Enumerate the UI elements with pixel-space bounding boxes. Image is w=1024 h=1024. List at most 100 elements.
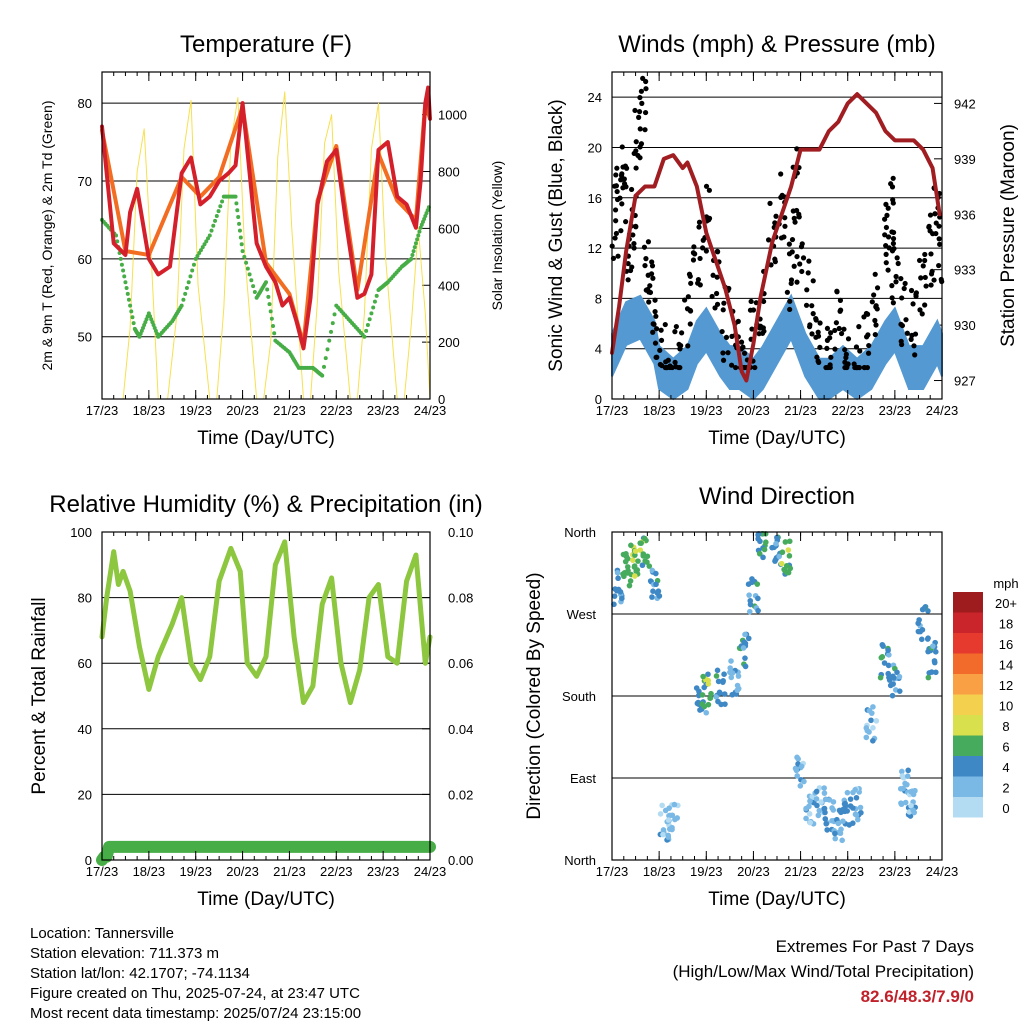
gust-point: [803, 302, 810, 308]
direction-point: [910, 807, 917, 814]
dewpoint-point: [362, 334, 367, 339]
direction-point: [915, 620, 921, 627]
x-tick-label: 19/23: [690, 864, 723, 879]
gust-point: [691, 244, 697, 250]
x-tick-label: 23/23: [879, 403, 912, 418]
dewpoint-point: [247, 272, 252, 277]
gust-point: [828, 354, 834, 360]
gust-point: [856, 364, 863, 371]
gust-point: [712, 305, 718, 311]
dewpoint-point: [416, 233, 421, 238]
gust-point: [885, 205, 891, 211]
direction-point: [829, 805, 835, 811]
y-tick-label: 70: [78, 174, 92, 189]
dewpoint-point: [268, 309, 273, 314]
gust-point: [798, 244, 805, 250]
direction-point: [720, 679, 726, 685]
gust-point: [903, 317, 909, 323]
direction-point: [742, 631, 748, 638]
gust-point: [856, 324, 862, 330]
gust-point: [720, 307, 726, 313]
gust-point: [828, 330, 834, 336]
direction-point: [757, 538, 763, 545]
y-right-tick-label: 939: [954, 152, 976, 167]
x-tick-label: 17/23: [86, 864, 119, 879]
direction-point: [870, 725, 876, 731]
direction-point: [899, 768, 905, 775]
temperature-title: Temperature (F): [180, 31, 352, 58]
gust-point: [865, 332, 871, 338]
gust-point: [673, 323, 679, 330]
dewpoint-point: [191, 262, 196, 267]
direction-point: [840, 818, 846, 825]
gust-point: [842, 347, 848, 353]
gust-point: [647, 283, 653, 289]
direction-point: [749, 576, 755, 582]
dewpoint-point: [264, 280, 268, 285]
direction-point: [794, 773, 801, 779]
direction-point: [926, 670, 932, 676]
dewpoint-point: [371, 305, 376, 310]
gust-point: [889, 295, 895, 301]
dewpoint-point: [413, 241, 418, 246]
y-right-tick-label: 1000: [438, 108, 467, 123]
gust-point: [874, 285, 881, 291]
gust-point: [678, 343, 684, 349]
direction-point: [857, 804, 864, 811]
gust-point: [844, 364, 850, 371]
gust-point: [636, 109, 643, 115]
direction-point: [715, 678, 722, 685]
direction-point: [807, 798, 813, 804]
gust-point: [612, 207, 619, 213]
direction-point: [832, 830, 838, 837]
gust-point: [642, 127, 648, 133]
direction-point: [703, 709, 710, 716]
direction-point: [933, 669, 939, 676]
direction-point: [782, 539, 789, 545]
gust-point: [641, 244, 648, 250]
direction-point: [705, 701, 712, 708]
gust-point: [741, 350, 748, 356]
direction-point: [760, 554, 766, 561]
dewpoint-point: [369, 311, 374, 316]
series-relative-humidity: [99, 539, 433, 706]
y-tick-label: 16: [588, 191, 602, 206]
direction-point: [630, 557, 636, 563]
gust-point: [699, 245, 706, 251]
direction-point: [886, 652, 892, 658]
gust-point: [837, 297, 844, 303]
gust-point: [782, 223, 788, 229]
direction-point: [672, 816, 678, 823]
gust-point: [615, 253, 621, 259]
gust-point: [791, 215, 797, 221]
gust-point: [895, 260, 901, 267]
gust-point: [672, 329, 678, 335]
direction-point: [798, 763, 805, 770]
gust-point: [778, 235, 785, 241]
gust-point: [613, 172, 619, 178]
direction-point: [925, 674, 932, 681]
direction-point: [896, 673, 903, 680]
gust-point: [797, 261, 803, 267]
direction-point: [781, 566, 787, 573]
dewpoint-point: [242, 254, 247, 259]
direction-point: [905, 767, 911, 774]
direction-point: [917, 628, 924, 635]
direction-point: [735, 673, 742, 679]
colorbar-label: 20+: [995, 596, 1017, 611]
direction-point: [646, 563, 653, 569]
direction-point: [801, 778, 807, 785]
direction-point: [785, 547, 792, 553]
winds-y-label: Sonic Wind & Gust (Blue, Black): [546, 99, 567, 371]
y-right-tick-label: 0.02: [448, 787, 473, 802]
gust-point: [912, 352, 918, 358]
colorbar-label: 10: [999, 699, 1013, 714]
gust-point: [645, 239, 652, 245]
gust-point: [809, 303, 815, 309]
direction-point: [773, 540, 779, 547]
dewpoint-point: [236, 215, 241, 220]
direction-point: [814, 802, 820, 809]
dewpoint-point: [238, 235, 243, 240]
dewpoint-point: [252, 289, 257, 294]
gust-point: [687, 321, 693, 327]
